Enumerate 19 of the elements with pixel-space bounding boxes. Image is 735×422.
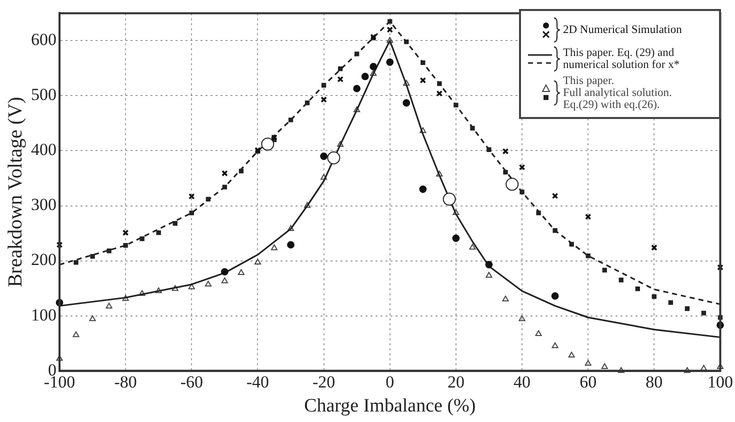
x-tick-label: 80: [646, 372, 663, 392]
x-tick-label: -80: [114, 372, 137, 392]
y-tick-label: 600: [31, 30, 56, 50]
x-tick-label: 100: [708, 372, 733, 392]
x-tick-label: 20: [447, 372, 464, 392]
x-axis-title: Charge Imbalance (%): [304, 396, 476, 417]
y-tick-label: 300: [31, 195, 56, 214]
y-tick-label: 500: [31, 85, 56, 104]
x-tick-label: -40: [246, 372, 270, 392]
y-axis-title: Breakdown Voltage (V): [4, 96, 26, 288]
x-tick-label: 0: [386, 372, 394, 392]
x-tick-label: 60: [580, 372, 597, 392]
x-tick-label: 40: [514, 372, 531, 392]
y-tick-label: 200: [31, 250, 56, 270]
legend-panel: 2D Numerical Simulation This paper. Eq. (29) and numerical solution for x* This paper. Full analytical solution. Eq.(29) with eq.(26).: [519, 9, 721, 119]
x-tick-label: -60: [180, 372, 203, 392]
x-tick-label: -20: [312, 372, 336, 392]
y-tick-label: 400: [31, 140, 56, 160]
y-tick-label: 100: [31, 305, 56, 324]
